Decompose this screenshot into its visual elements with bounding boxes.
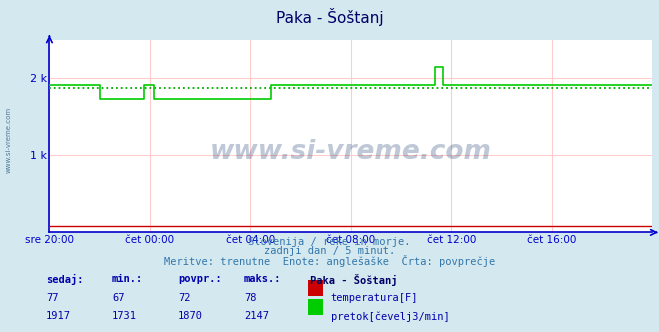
Text: Slovenija / reke in morje.: Slovenija / reke in morje.	[248, 237, 411, 247]
Text: 1917: 1917	[46, 311, 71, 321]
Text: maks.:: maks.:	[244, 274, 281, 284]
Text: sedaj:: sedaj:	[46, 274, 84, 285]
Text: Paka - Šoštanj: Paka - Šoštanj	[275, 8, 384, 26]
Text: Meritve: trenutne  Enote: anglešaške  Črta: povprečje: Meritve: trenutne Enote: anglešaške Črta…	[164, 255, 495, 267]
Text: www.si-vreme.com: www.si-vreme.com	[210, 138, 492, 165]
Text: 77: 77	[46, 293, 59, 303]
Text: Paka - Šoštanj: Paka - Šoštanj	[310, 274, 397, 286]
Text: 1870: 1870	[178, 311, 203, 321]
Text: povpr.:: povpr.:	[178, 274, 221, 284]
Text: pretok[čevelj3/min]: pretok[čevelj3/min]	[331, 311, 449, 322]
Text: www.si-vreme.com: www.si-vreme.com	[5, 106, 11, 173]
Text: zadnji dan / 5 minut.: zadnji dan / 5 minut.	[264, 246, 395, 256]
Text: 1731: 1731	[112, 311, 137, 321]
Text: min.:: min.:	[112, 274, 143, 284]
Text: temperatura[F]: temperatura[F]	[331, 293, 418, 303]
Text: 72: 72	[178, 293, 190, 303]
Text: 2147: 2147	[244, 311, 269, 321]
Text: 67: 67	[112, 293, 125, 303]
Text: 78: 78	[244, 293, 256, 303]
